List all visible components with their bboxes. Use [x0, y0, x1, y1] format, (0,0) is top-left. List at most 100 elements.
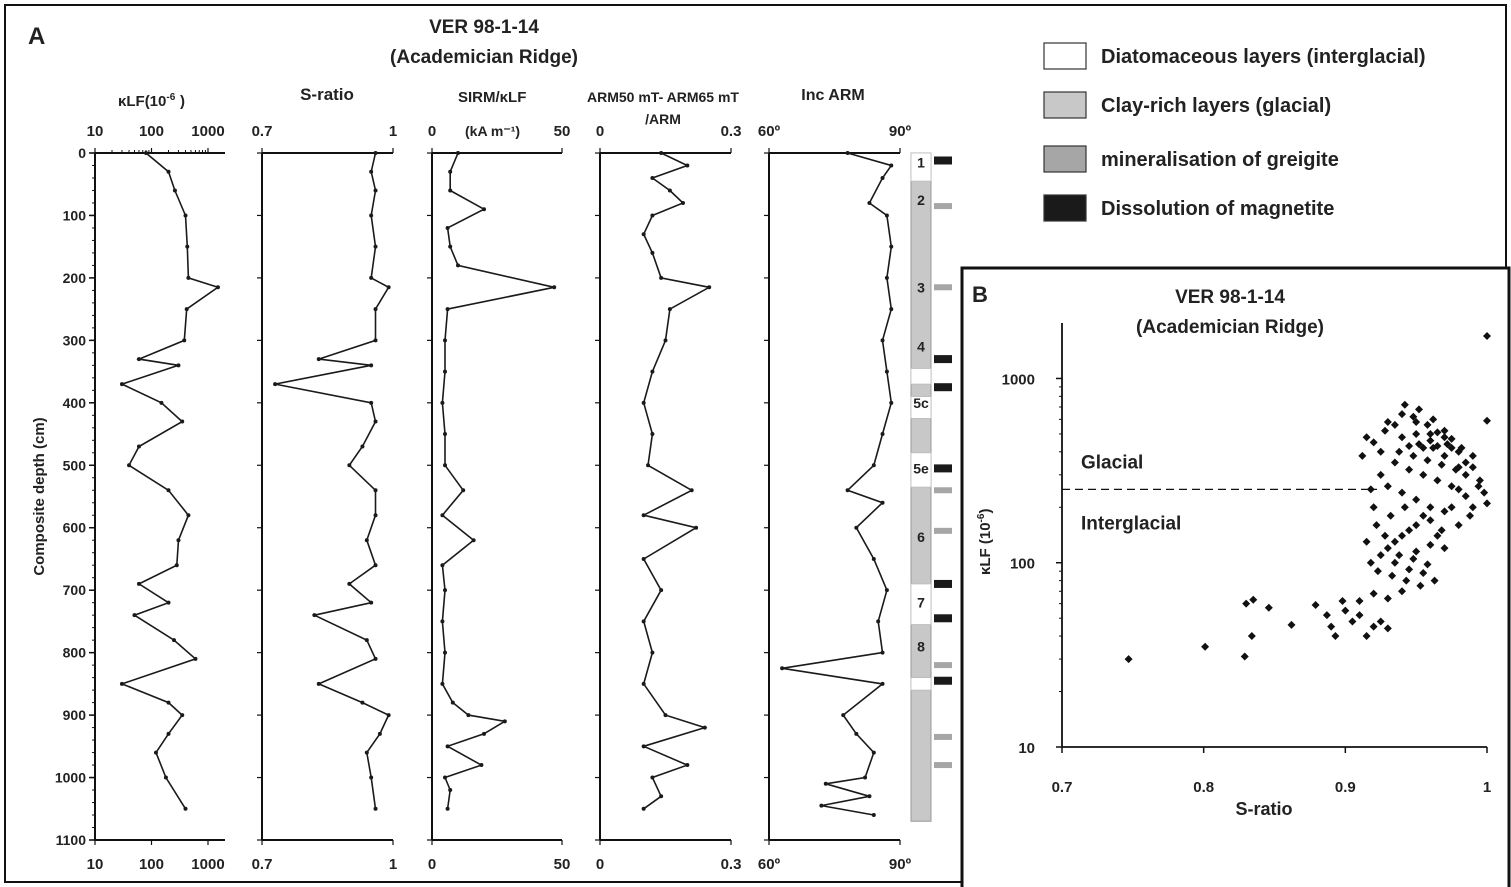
scatter-point: [1398, 587, 1406, 596]
sirm-kappa-data-point: [443, 369, 447, 374]
interglacial-layer: [910, 583, 932, 625]
depth-tick-label: 900: [63, 707, 87, 723]
sirm-kappa-data-point: [479, 763, 484, 768]
scatter-point: [1447, 443, 1456, 452]
panel-a-letter: A: [28, 23, 45, 50]
inc-arm-data-point: [871, 750, 876, 755]
arm-ratio-data-point: [659, 151, 664, 155]
s-ratio-data-point: [386, 713, 391, 718]
panel-a-title-line2: (Academician Ridge): [390, 47, 578, 68]
arm-ratio-bottom-tick-label: 0: [596, 856, 604, 873]
scatter-point: [1483, 499, 1491, 508]
scatter-point: [1390, 458, 1399, 467]
scatter-point: [1355, 596, 1364, 605]
kappa-lf-data-point: [119, 382, 124, 387]
arm-ratio-data-point: [650, 432, 655, 437]
depth-tick-label: 300: [63, 332, 87, 348]
s-ratio-data-point: [373, 419, 378, 424]
scatter-point: [1466, 511, 1474, 520]
scatter-point: [1440, 426, 1449, 435]
inc-arm-data-point: [823, 781, 828, 786]
greigite-marker: [934, 662, 952, 669]
glacial-label: Glacial: [1081, 452, 1143, 473]
s-ratio-data-point: [373, 488, 378, 493]
s-ratio-data-point: [373, 151, 378, 155]
strat-unit-label: 8: [917, 638, 925, 654]
inc-arm-data-point: [863, 775, 868, 780]
sirm-kappa-data-point: [440, 619, 445, 624]
scatter-point: [1433, 476, 1442, 485]
scatter-y-tick-label: 100: [1010, 556, 1035, 573]
inc-arm-top-tick-label: 90º: [889, 123, 912, 140]
greigite-marker: [934, 203, 952, 210]
panel-b-scatter: 0.7 0.8 0.9 1 10 100 1000 S-ratio κLF (10-6) Glac…: [976, 323, 1491, 819]
inc-arm-data-point: [876, 619, 881, 624]
kappa-lf-series-line: [119, 152, 220, 810]
scatter-point: [1468, 451, 1477, 460]
scatter-point: [1398, 410, 1406, 419]
arm-ratio-data-point: [689, 488, 694, 493]
kappa-lf-data-point: [183, 806, 188, 811]
strat-unit-label: 6: [917, 529, 925, 545]
scatter-point: [1423, 456, 1432, 465]
scatter-point: [1423, 560, 1432, 569]
scatter-point: [1327, 622, 1336, 631]
scatter-point: [1409, 554, 1418, 563]
scatter-point: [1376, 551, 1385, 560]
scatter-point: [1366, 485, 1375, 494]
scatter-point: [1124, 655, 1133, 664]
inc-arm-data-point: [871, 556, 876, 561]
kappa-lf-data-point: [166, 731, 171, 736]
scatter-point: [1412, 547, 1421, 556]
greigite-marker: [934, 487, 952, 494]
depth-tick-label: 400: [63, 395, 87, 411]
sirm-kappa-data-point: [443, 775, 447, 780]
scatter-point: [1390, 558, 1399, 567]
s-ratio-data-point: [312, 613, 317, 618]
kappa-lf-bottom-tick-label: 10: [87, 856, 104, 873]
interglacial-layer: [910, 152, 932, 182]
arm-ratio-data-point: [641, 513, 646, 518]
arm-ratio-data-point: [659, 588, 664, 593]
s-ratio-bottom-tick-label: 0.7: [252, 856, 273, 873]
inc-arm-data-point: [871, 463, 876, 468]
dissolution-marker: [934, 156, 952, 165]
inc-arm-data-point: [880, 175, 885, 180]
strat-unit-label: 5e: [913, 460, 929, 476]
scatter-point: [1454, 463, 1463, 472]
depth-tick-label: 800: [63, 645, 87, 661]
scatter-point: [1474, 482, 1483, 491]
kappa-lf-data-point: [186, 513, 191, 518]
dissolution-marker: [934, 676, 952, 685]
s-ratio-label: S-ratio: [300, 85, 354, 104]
scatter-point: [1395, 447, 1404, 456]
s-ratio-data-point: [373, 656, 378, 661]
sirm-kappa-data-point: [445, 225, 450, 230]
scatter-point: [1419, 470, 1428, 479]
dissolution-marker: [934, 383, 952, 392]
scatter-point: [1341, 606, 1350, 615]
scatter-point: [1383, 482, 1392, 491]
arm-ratio-data-point: [641, 556, 646, 561]
s-ratio-top-tick-label: 0.7: [252, 123, 273, 140]
s-ratio-data-point: [386, 285, 391, 290]
scatter-point: [1372, 521, 1381, 530]
inc-arm-data-point: [889, 400, 894, 405]
panel-a-title-line1: VER 98-1-14: [429, 17, 539, 38]
scatter-point: [1480, 488, 1489, 497]
scatter-point: [1475, 476, 1484, 485]
scatter-point: [1398, 433, 1406, 442]
scatter-point: [1440, 433, 1449, 442]
scatter-point: [1395, 551, 1404, 560]
kappa-lf-data-point: [184, 307, 189, 312]
interglacial-layer: [910, 396, 932, 419]
s-ratio-series-line: [274, 152, 390, 809]
scatter-point: [1416, 581, 1425, 590]
scatter-point: [1426, 516, 1435, 525]
scatter-point: [1426, 429, 1435, 438]
kappa-lf-data-point: [172, 188, 177, 193]
inc-arm-data-point: [871, 813, 876, 818]
scatter-point: [1457, 443, 1466, 452]
scatter-point: [1412, 418, 1421, 427]
sirm-kappa-label: SIRM/κLF: [458, 89, 526, 106]
